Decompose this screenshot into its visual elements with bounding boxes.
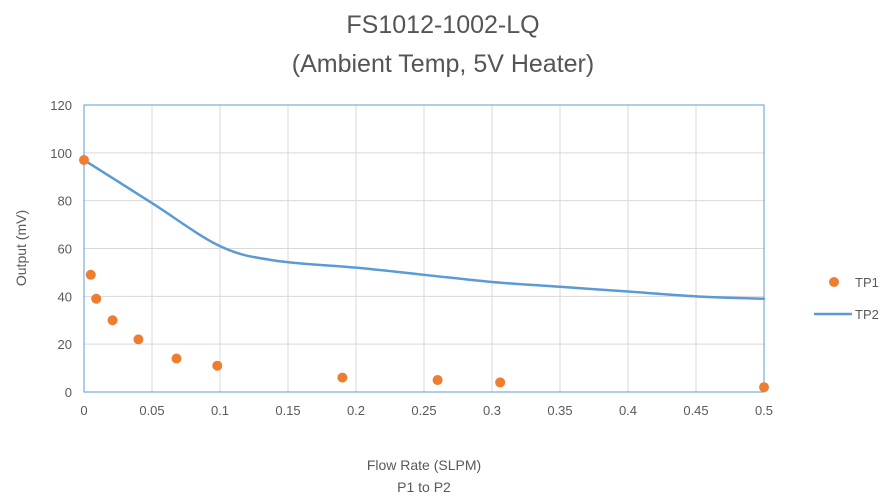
- y-axis-label: Output (mV): [13, 210, 29, 286]
- x-axis-label: Flow Rate (SLPM): [367, 457, 481, 473]
- y-tick-label: 0: [65, 385, 72, 400]
- y-tick-label: 80: [58, 194, 72, 209]
- chart-title: FS1012-1002-LQ: [346, 11, 539, 39]
- x-tick-label: 0.1: [211, 403, 229, 418]
- x-tick-label: 0.15: [275, 403, 300, 418]
- data-point-tp1: [85, 269, 96, 280]
- y-tick-label: 60: [58, 242, 72, 257]
- x-tick-label: 0.4: [619, 403, 637, 418]
- x-tick-label: 0.25: [411, 403, 436, 418]
- grid-layer: [83, 104, 765, 393]
- legend-tp1-label: TP1: [855, 275, 879, 290]
- x-tick-label: 0.45: [683, 403, 708, 418]
- x-tick-label: 0.3: [483, 403, 501, 418]
- data-point-tp1: [107, 315, 118, 326]
- data-point-tp1: [171, 353, 182, 364]
- x-tick-label: 0.2: [347, 403, 365, 418]
- x-tick-label: 0.5: [755, 403, 773, 418]
- data-point-tp1: [495, 377, 506, 388]
- y-tick-label: 40: [58, 289, 72, 304]
- data-point-tp1: [133, 334, 144, 345]
- data-point-tp1: [79, 155, 89, 166]
- legend-tp2-label: TP2: [855, 307, 879, 322]
- x-tick-label: 0: [80, 403, 87, 418]
- y-tick-label: 100: [50, 146, 72, 161]
- data-point-tp1: [759, 382, 769, 393]
- x-axis-label-secondary: P1 to P2: [397, 479, 451, 495]
- legend: TP1 TP2: [814, 275, 879, 322]
- series-line-tp2: [82, 158, 766, 300]
- plot-area-frame: [83, 104, 765, 393]
- legend-tp1-marker: [829, 277, 839, 287]
- data-point-tp1: [91, 293, 102, 304]
- data-point-tp1: [212, 360, 223, 371]
- y-tick-label: 120: [50, 98, 72, 113]
- tick-labels: 0 0.05 0.1 0.15 0.2 0.25 0.3 0.35 0.4 0.45 0.5 0 20 4…: [50, 98, 773, 418]
- data-point-tp1: [432, 375, 443, 386]
- series-layer: [79, 155, 769, 393]
- y-tick-label: 20: [58, 337, 72, 352]
- x-tick-label: 0.35: [547, 403, 572, 418]
- x-tick-label: 0.05: [139, 403, 164, 418]
- data-point-tp1: [337, 372, 348, 383]
- chart-subtitle: (Ambient Temp, 5V Heater): [292, 50, 594, 78]
